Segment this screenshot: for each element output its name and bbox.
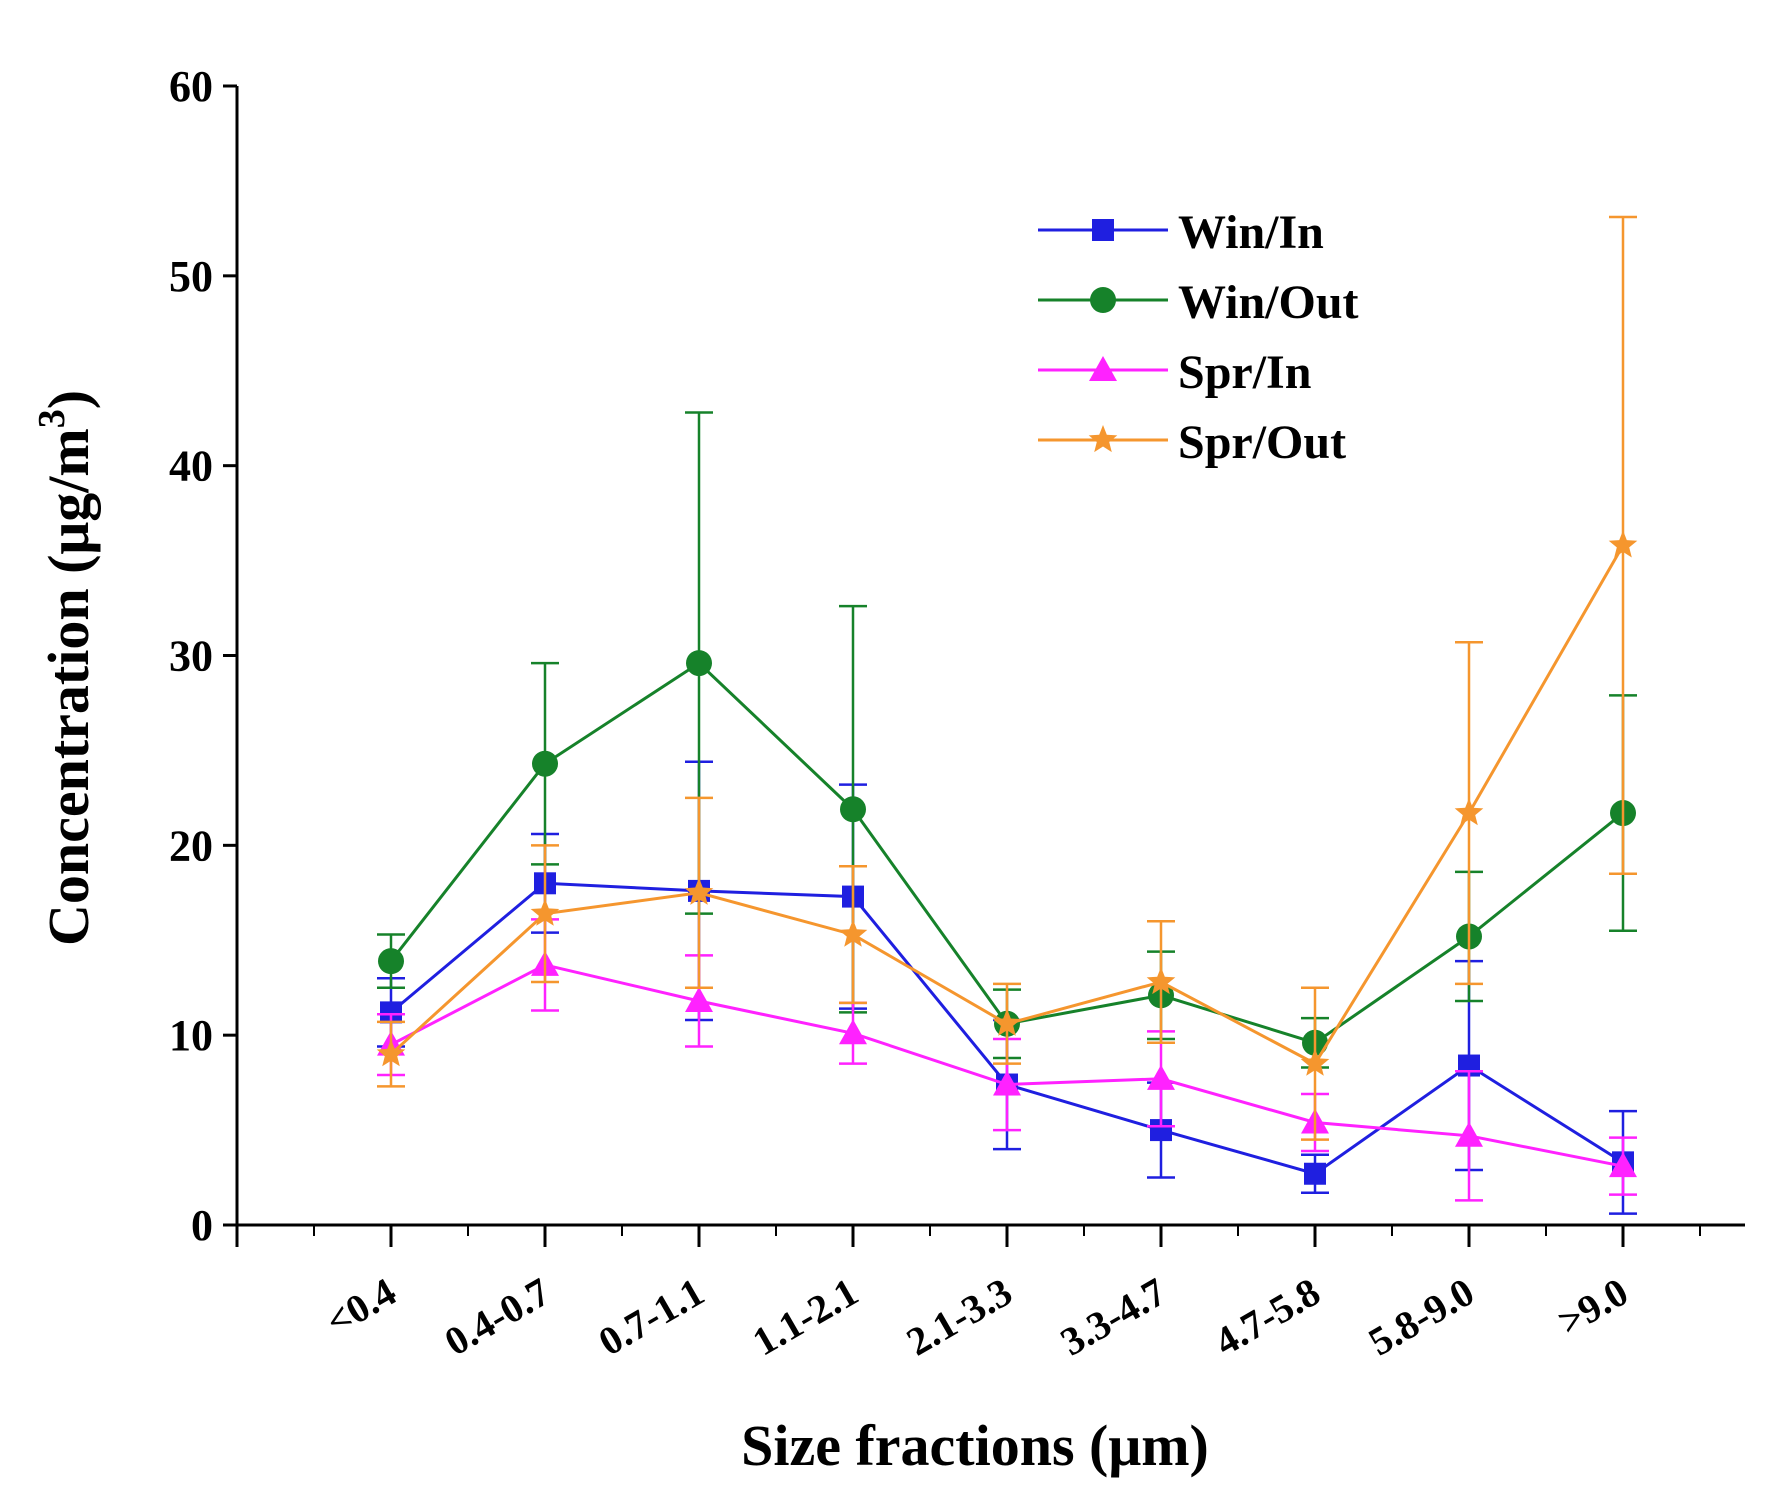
data-point <box>376 1039 406 1067</box>
y-axis-title-superscript: 3 <box>31 409 73 428</box>
x-tick-label: 1.1-2.1 <box>745 1269 866 1365</box>
data-point <box>380 1001 402 1024</box>
data-point <box>1150 1119 1172 1142</box>
x-tick-label: 0.4-0.7 <box>437 1269 558 1365</box>
data-point <box>1609 1152 1637 1178</box>
series-spr-out <box>376 215 1638 1141</box>
y-axis-title-close: ) <box>36 390 101 409</box>
legend-label: Win/In <box>1178 206 1324 259</box>
y-tick-label: 40 <box>169 442 213 491</box>
y-tick-label: 50 <box>169 252 213 301</box>
legend-marker <box>1092 219 1114 241</box>
data-point <box>840 796 866 823</box>
data-point <box>1454 798 1484 826</box>
data-point <box>532 750 558 777</box>
data-point <box>685 986 713 1012</box>
x-tick-label: 0.7-1.1 <box>591 1269 712 1365</box>
data-point <box>839 1019 867 1045</box>
x-tick-label: 5.8-9.0 <box>1361 1269 1482 1365</box>
x-axis-ticks: <0.4 0.4-0.7 0.7-1.1 1.1-2.1 2.1-3.3 3.3-4.7 4… <box>235 1225 1701 1365</box>
legend-label: Spr/In <box>1178 346 1311 399</box>
legend: Win/In Win/Out Spr/In Spr/Out <box>1038 206 1359 469</box>
data-point <box>686 650 712 677</box>
data-point <box>838 919 868 947</box>
data-point <box>992 1008 1022 1036</box>
y-axis-title-main: Concentration (μg/m <box>36 428 101 946</box>
data-point <box>993 1070 1021 1096</box>
legend-label: Win/Out <box>1178 276 1359 329</box>
data-point <box>1300 1048 1330 1076</box>
y-tick-label: 20 <box>169 821 213 870</box>
data-point <box>1304 1162 1326 1185</box>
data-point <box>1608 530 1638 558</box>
legend-marker <box>1090 287 1116 313</box>
x-tick-label: 4.7-5.8 <box>1207 1269 1328 1365</box>
legend-marker <box>1088 425 1118 453</box>
data-point <box>684 877 714 905</box>
x-tick-label: >9.0 <box>1550 1269 1636 1344</box>
x-tick-label: 2.1-3.3 <box>899 1269 1020 1365</box>
x-tick-label: <0.4 <box>318 1269 404 1344</box>
y-tick-label: 0 <box>191 1201 213 1250</box>
data-point <box>1146 967 1176 995</box>
x-tick-label: 3.3-4.7 <box>1053 1269 1174 1365</box>
y-tick-label: 10 <box>169 1011 213 1060</box>
y-tick-label: 60 <box>169 62 213 111</box>
data-point <box>530 898 560 926</box>
data-point <box>1147 1064 1175 1090</box>
data-point <box>1455 1121 1483 1147</box>
legend-label: Spr/Out <box>1178 416 1346 469</box>
y-tick-label: 30 <box>169 632 213 681</box>
y-axis-ticks: 0 10 20 30 40 50 60 <box>169 62 237 1250</box>
x-axis-title: Size fractions (μm) <box>741 1413 1209 1478</box>
legend-marker <box>1089 356 1117 381</box>
data-point <box>378 948 404 975</box>
y-axis-title: Concentration (μg/m3) <box>31 390 101 946</box>
series-layer <box>376 215 1638 1215</box>
